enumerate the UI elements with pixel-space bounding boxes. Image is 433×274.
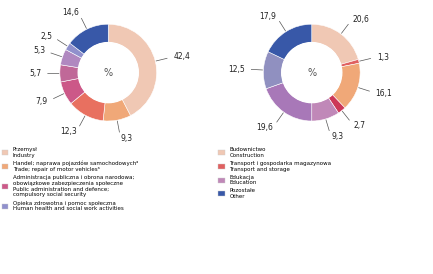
Wedge shape — [268, 24, 312, 60]
Wedge shape — [108, 24, 157, 116]
Text: 1,3: 1,3 — [377, 53, 389, 62]
Wedge shape — [266, 82, 312, 121]
Text: 5,3: 5,3 — [33, 47, 45, 55]
Circle shape — [282, 42, 342, 103]
Text: 19,6: 19,6 — [256, 123, 273, 132]
Text: 12,5: 12,5 — [228, 65, 245, 73]
Text: 14,6: 14,6 — [62, 8, 79, 17]
Text: 20,6: 20,6 — [352, 15, 369, 24]
Text: 42,4: 42,4 — [173, 52, 190, 61]
Text: 12,3: 12,3 — [60, 127, 77, 136]
Text: %: % — [103, 68, 113, 78]
Wedge shape — [341, 59, 359, 67]
Wedge shape — [328, 95, 345, 113]
Wedge shape — [66, 43, 84, 58]
Wedge shape — [61, 78, 85, 104]
Wedge shape — [263, 52, 284, 89]
Wedge shape — [103, 99, 130, 121]
Wedge shape — [60, 65, 79, 82]
Text: 17,9: 17,9 — [259, 12, 276, 21]
Legend: Przemysł
Industry, Handel; naprawa pojazdów samochodowychᵃ
Trade; repair of moto: Przemysł Industry, Handel; naprawa pojaz… — [0, 145, 140, 213]
Text: 7,9: 7,9 — [36, 97, 48, 106]
Text: 9,3: 9,3 — [120, 134, 132, 143]
Wedge shape — [61, 50, 82, 68]
Wedge shape — [71, 92, 105, 121]
Wedge shape — [332, 63, 360, 108]
Text: 9,3: 9,3 — [331, 132, 343, 141]
Text: 2,5: 2,5 — [40, 32, 52, 41]
Wedge shape — [312, 24, 359, 64]
Text: %: % — [307, 68, 317, 78]
Text: 5,7: 5,7 — [29, 69, 42, 78]
Wedge shape — [70, 24, 108, 54]
Circle shape — [78, 42, 138, 103]
Text: 2,7: 2,7 — [353, 121, 365, 130]
Wedge shape — [312, 98, 339, 121]
Text: 16,1: 16,1 — [375, 89, 392, 98]
Legend: Budownictwo
Construction, Transport i gospodarka magazynowa
Transport and storag: Budownictwo Construction, Transport i go… — [216, 145, 333, 201]
